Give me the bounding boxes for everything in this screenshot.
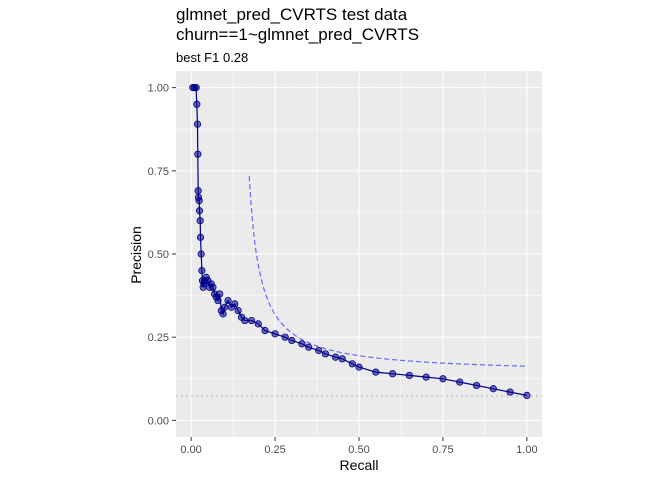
chart-title: glmnet_pred_CVRTS test data [176, 5, 408, 24]
data-point [456, 378, 464, 386]
data-point [254, 320, 262, 328]
data-point [231, 300, 239, 308]
reference-lines [176, 71, 542, 437]
data-point [195, 207, 204, 215]
data-point [195, 197, 203, 205]
data-point [247, 316, 256, 325]
data-points [189, 84, 531, 400]
y-tick-label: 0.25 [148, 332, 169, 344]
x-tick-label: 0.50 [348, 444, 369, 456]
x-tick-label: 0.25 [264, 444, 285, 456]
data-point [523, 391, 531, 400]
data-point [214, 296, 222, 305]
data-point [234, 306, 242, 315]
y-axis-ticks: 0.00 0.25 0.50 0.75 1.00 [148, 83, 176, 427]
data-point [216, 290, 224, 298]
f1-contour-line [248, 176, 527, 367]
data-point [193, 120, 202, 128]
data-point [315, 346, 323, 355]
data-point [506, 388, 514, 396]
data-point [472, 381, 481, 390]
data-point [305, 343, 313, 351]
data-point [338, 355, 346, 363]
data-point [219, 310, 227, 318]
data-point [224, 296, 232, 305]
x-tick-label: 0.00 [180, 444, 201, 456]
data-point [281, 333, 289, 341]
data-point [192, 84, 200, 92]
data-point [196, 217, 204, 225]
data-point [489, 385, 497, 393]
y-tick-label: 0.75 [148, 166, 169, 178]
x-axis-label: Recall [340, 457, 379, 473]
chart-caption: best F1 0.28 [176, 50, 248, 65]
data-point [288, 336, 296, 345]
data-point [209, 283, 217, 291]
data-point [197, 250, 205, 258]
data-point [196, 233, 205, 241]
x-tick-label: 1.00 [516, 444, 537, 456]
data-point [321, 350, 330, 358]
y-axis-label: Precision [128, 226, 144, 284]
data-point [388, 370, 397, 378]
data-point [422, 373, 430, 381]
data-point [271, 330, 279, 338]
data-point [348, 360, 356, 368]
data-point [372, 368, 380, 376]
data-point [261, 326, 269, 335]
data-point [331, 353, 340, 361]
data-point [221, 303, 229, 311]
chart-subtitle: churn==1~glmnet_pred_CVRTS [176, 25, 419, 44]
y-tick-label: 1.00 [148, 83, 169, 95]
data-point [405, 371, 413, 380]
y-tick-label: 0.00 [148, 415, 169, 427]
data-point [241, 316, 249, 325]
data-point [439, 375, 447, 383]
x-axis-ticks: 0.00 0.25 0.50 0.75 1.00 [180, 437, 538, 456]
data-point [355, 363, 363, 371]
data-point [194, 150, 202, 158]
data-point [298, 340, 306, 348]
y-tick-label: 0.50 [148, 249, 169, 261]
data-point [193, 100, 201, 108]
x-tick-label: 0.75 [432, 444, 453, 456]
data-point [194, 187, 202, 195]
data-point [198, 267, 206, 275]
